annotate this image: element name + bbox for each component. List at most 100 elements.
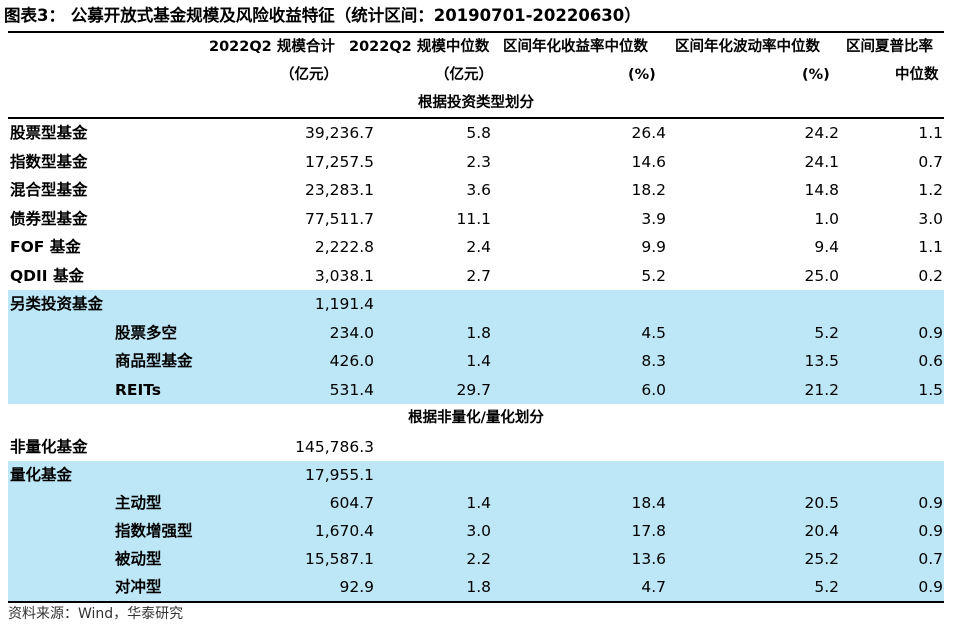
cell-scale-median: 1.8: [466, 323, 491, 342]
cell-scale-total: 145,786.3: [295, 438, 374, 456]
row-label: 股票型基金: [10, 124, 88, 142]
cell-scale-total: 3,038.1: [314, 266, 374, 285]
cell-return-median: 9.9: [641, 238, 666, 256]
header-col5-line2: 中位数: [895, 67, 939, 83]
cell-volatility-median: 9.4: [814, 238, 839, 256]
cell-sharpe-median: 0.2: [918, 266, 943, 285]
cell-scale-median: 2.3: [466, 152, 491, 171]
cell-scale-median: 29.7: [456, 380, 491, 399]
cell-scale-median: 3.0: [466, 522, 491, 540]
cell-scale-median: 1.8: [466, 578, 491, 596]
header-col2-line2: （亿元）: [435, 67, 493, 83]
table-row: REITs 531.4 29.7 6.0 21.2 1.5: [8, 375, 944, 404]
cell-sharpe-median: 0.9: [918, 578, 943, 596]
row-label: 量化基金: [10, 466, 73, 484]
row-label: 股票多空: [115, 323, 178, 342]
cell-volatility-median: 24.1: [804, 152, 839, 171]
cell-scale-total: 17,955.1: [304, 466, 374, 484]
row-label: FOF 基金: [10, 238, 81, 256]
cell-return-median: 18.2: [631, 181, 666, 199]
cell-scale-total: 604.7: [329, 494, 374, 512]
header-col4-line1: 区间年化波动率中位数: [675, 39, 820, 55]
cell-sharpe-median: 0.9: [918, 522, 943, 540]
cell-scale-total: 92.9: [339, 578, 374, 596]
cell-sharpe-median: 0.7: [918, 550, 943, 568]
row-label: 非量化基金: [10, 438, 88, 456]
bottom-rule: [8, 601, 944, 603]
cell-scale-median: 1.4: [466, 494, 491, 512]
row-label: QDII 基金: [10, 266, 84, 285]
cell-volatility-median: 25.0: [804, 266, 839, 285]
cell-sharpe-median: 1.5: [918, 380, 943, 399]
cell-return-median: 4.5: [641, 323, 666, 342]
header-col2-line1: 2022Q2 规模中位数: [349, 39, 490, 55]
table-row: 混合型基金 23,283.1 3.6 18.2 14.8 1.2: [8, 176, 944, 205]
figure-title: 图表3： 公募开放式基金规模及风险收益特征（统计区间：20190701-2022…: [4, 6, 641, 25]
cell-volatility-median: 20.4: [804, 522, 839, 540]
row-label: 指数型基金: [10, 152, 88, 171]
cell-return-median: 17.8: [631, 522, 666, 540]
table-row: 被动型 15,587.1 2.2 13.6 25.2 0.7: [8, 545, 944, 573]
header-col3-line1: 区间年化收益率中位数: [503, 39, 648, 55]
row-label: 另类投资基金: [10, 295, 104, 313]
row-label: 对冲型: [115, 578, 162, 596]
section-title-investment-type: 根据投资类型划分: [418, 95, 534, 111]
cell-volatility-median: 5.2: [814, 323, 839, 342]
cell-volatility-median: 21.2: [804, 380, 839, 399]
cell-return-median: 26.4: [631, 124, 666, 142]
cell-return-median: 13.6: [631, 550, 666, 568]
cell-return-median: 4.7: [641, 578, 666, 596]
header-col4-line2: (%): [802, 67, 830, 83]
cell-scale-total: 15,587.1: [304, 550, 374, 568]
top-rule: [8, 31, 944, 33]
cell-scale-total: 77,511.7: [304, 209, 374, 228]
cell-return-median: 8.3: [641, 352, 666, 370]
row-label: 主动型: [115, 494, 162, 512]
cell-scale-median: 2.7: [466, 266, 491, 285]
cell-sharpe-median: 3.0: [918, 209, 943, 228]
cell-return-median: 3.9: [641, 209, 666, 228]
cell-volatility-median: 5.2: [814, 578, 839, 596]
cell-sharpe-median: 0.6: [918, 352, 943, 370]
header-rule: [8, 117, 944, 119]
cell-sharpe-median: 1.1: [918, 124, 943, 142]
cell-scale-total: 1,670.4: [314, 522, 374, 540]
table-row: 量化基金 17,955.1: [8, 461, 944, 489]
source-note: 资料来源：Wind，华泰研究: [8, 606, 184, 622]
cell-scale-total: 531.4: [329, 380, 374, 399]
header-col1-line1: 2022Q2 规模合计: [209, 39, 335, 55]
cell-sharpe-median: 0.9: [918, 494, 943, 512]
header-col1-line2: （亿元）: [280, 67, 338, 83]
table-row: QDII 基金 3,038.1 2.7 5.2 25.0 0.2: [8, 261, 944, 290]
cell-scale-median: 5.8: [466, 124, 491, 142]
row-label: 债券型基金: [10, 209, 88, 228]
section-title-quant: 根据非量化/量化划分: [408, 410, 544, 426]
table-row: FOF 基金 2,222.8 2.4 9.9 9.4 1.1: [8, 233, 944, 262]
cell-scale-median: 3.6: [466, 181, 491, 199]
table-row: 指数型基金 17,257.5 2.3 14.6 24.1 0.7: [8, 147, 944, 176]
table-row: 股票型基金 39,236.7 5.8 26.4 24.2 1.1: [8, 119, 944, 148]
cell-return-median: 5.2: [641, 266, 666, 285]
cell-scale-total: 2,222.8: [314, 238, 374, 256]
cell-volatility-median: 25.2: [804, 550, 839, 568]
cell-volatility-median: 20.5: [804, 494, 839, 512]
row-label: 指数增强型: [115, 522, 193, 540]
header-col3-line2: (%): [628, 67, 656, 83]
cell-sharpe-median: 0.9: [918, 323, 943, 342]
cell-scale-total: 234.0: [329, 323, 374, 342]
table-row: 另类投资基金 1,191.4: [8, 290, 944, 319]
table-row: 对冲型 92.9 1.8 4.7 5.2 0.9: [8, 573, 944, 601]
cell-scale-median: 11.1: [456, 209, 491, 228]
cell-volatility-median: 24.2: [804, 124, 839, 142]
cell-sharpe-median: 1.1: [918, 238, 943, 256]
table-row: 指数增强型 1,670.4 3.0 17.8 20.4 0.9: [8, 517, 944, 545]
row-label: 被动型: [115, 550, 162, 568]
cell-volatility-median: 14.8: [804, 181, 839, 199]
table-row: 商品型基金 426.0 1.4 8.3 13.5 0.6: [8, 347, 944, 376]
table-row: 股票多空 234.0 1.8 4.5 5.2 0.9: [8, 318, 944, 347]
table-row: 非量化基金 145,786.3: [8, 433, 944, 461]
cell-scale-total: 23,283.1: [304, 181, 374, 199]
table-row: 主动型 604.7 1.4 18.4 20.5 0.9: [8, 489, 944, 517]
cell-sharpe-median: 0.7: [918, 152, 943, 171]
table-row: 债券型基金 77,511.7 11.1 3.9 1.0 3.0: [8, 204, 944, 233]
